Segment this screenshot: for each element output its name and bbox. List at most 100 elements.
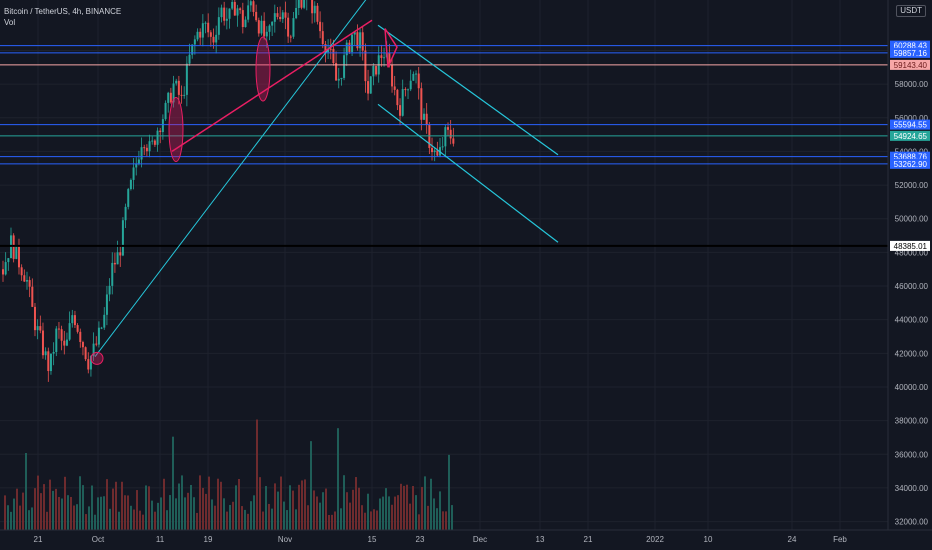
y-tick-label: 48000.00 (895, 248, 929, 257)
pink-triangle-marker[interactable] (384, 28, 398, 68)
candle-body (399, 105, 402, 116)
trendline-support[interactable] (94, 0, 372, 358)
volume-bar (232, 501, 234, 530)
y-tick-label: 34000.00 (895, 484, 929, 493)
volume-bar (331, 514, 333, 530)
candle-body (260, 20, 263, 34)
candle-body (337, 78, 340, 81)
candle-body (396, 89, 399, 106)
volume-bar (244, 509, 246, 530)
candle-body (428, 124, 431, 148)
candle-body (433, 150, 436, 153)
candle-body (79, 331, 82, 343)
volume-bar (343, 475, 345, 530)
candle-body (12, 235, 15, 259)
candle-body (311, 0, 314, 14)
volume-bar (139, 510, 141, 530)
volume-bar (196, 512, 198, 530)
candle-body (236, 8, 239, 16)
candle-body (172, 83, 175, 103)
x-tick-label: 2022 (646, 535, 664, 544)
volume-bar (211, 499, 213, 530)
candle-body (364, 50, 367, 82)
highlight-circle[interactable] (90, 351, 104, 365)
volume-bar (127, 495, 129, 530)
x-tick-label: 21 (584, 535, 593, 544)
candle-body (340, 77, 343, 79)
price-level-label: 53262.90 (894, 160, 928, 169)
candle-body (169, 92, 172, 103)
volume-bar (193, 497, 195, 530)
channel-lower-line[interactable] (377, 103, 559, 243)
volume-bar (109, 508, 111, 530)
candle-body (60, 329, 63, 341)
price-scale[interactable] (888, 0, 932, 550)
volume-bar (268, 503, 270, 530)
volume-bar (313, 490, 315, 530)
candle-body (212, 36, 215, 43)
volume-bar (421, 486, 423, 530)
candle-body (241, 10, 244, 28)
y-tick-label: 44000.00 (895, 316, 929, 325)
candle-body (284, 12, 287, 18)
candle-body (257, 20, 260, 34)
volume-bar (436, 508, 438, 530)
candle-body (119, 252, 122, 256)
volume-bar (259, 477, 261, 530)
currency-selector[interactable]: USDT (896, 5, 926, 17)
candle-body (407, 89, 410, 91)
candle-body (199, 31, 202, 38)
channel-upper-line[interactable] (377, 24, 559, 156)
candle-body (87, 359, 90, 370)
volume-bar (229, 504, 231, 530)
x-tick-label: 11 (156, 535, 165, 544)
volume-bar (25, 452, 27, 530)
volume-bar (373, 509, 375, 530)
volume-bar (250, 501, 252, 530)
volume-bar (247, 513, 249, 530)
y-tick-label: 40000.00 (895, 383, 929, 392)
volume-bar (295, 509, 297, 530)
volume-bar (202, 487, 204, 530)
y-tick-label: 58000.00 (895, 80, 929, 89)
volume-bar (256, 419, 258, 530)
candle-body (41, 330, 44, 356)
volume-bar (310, 441, 312, 530)
candle-body (105, 294, 108, 315)
price-label-box (890, 59, 930, 70)
candle-body (153, 140, 156, 145)
volume-bar (166, 510, 168, 530)
symbol-title[interactable]: Bitcoin / TetherUS, 4h, BINANCE (4, 7, 122, 16)
volume-bar (49, 479, 51, 530)
candle-body (441, 146, 444, 148)
volume-bar (277, 491, 279, 530)
volume-bar (337, 428, 339, 530)
volume-indicator-label[interactable]: Vol (4, 18, 16, 27)
highlight-ellipse[interactable] (255, 36, 271, 102)
highlight-ellipse[interactable] (168, 97, 184, 163)
volume-bar (64, 476, 66, 530)
volume-bar (160, 497, 162, 530)
trendline-pink[interactable] (171, 19, 373, 153)
volume-bar (361, 505, 363, 530)
volume-bar (406, 484, 408, 530)
volume-bar (235, 485, 237, 530)
candle-body (121, 220, 124, 256)
candle-body (383, 57, 386, 59)
candle-body (97, 327, 100, 345)
volume-bar (187, 492, 189, 530)
volume-bar (325, 488, 327, 530)
volume-bar (430, 478, 432, 530)
price-level-label: 48385.01 (894, 242, 928, 251)
volume-bar (148, 486, 150, 530)
y-tick-label: 42000.00 (895, 349, 929, 358)
candle-body (196, 31, 199, 40)
volume-bar (304, 479, 306, 530)
candle-body (233, 1, 236, 16)
volume-bar (319, 502, 321, 530)
candle-body (111, 262, 114, 286)
candle-body (193, 39, 196, 45)
y-tick-label: 52000.00 (895, 181, 929, 190)
volume-bar (4, 495, 6, 530)
